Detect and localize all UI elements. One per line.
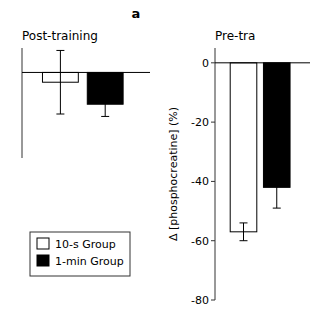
error-cap	[56, 50, 64, 51]
y-tick	[211, 181, 215, 182]
error-bar	[240, 223, 248, 241]
error-cap	[273, 166, 281, 167]
y-tick-label: -20	[191, 116, 209, 129]
y-tick	[211, 300, 215, 301]
legend-swatch	[37, 255, 49, 266]
y-tick-label: 0	[202, 57, 209, 70]
zero-line	[215, 62, 310, 63]
error-bar	[101, 92, 109, 116]
legend: 10-s Group 1-min Group	[30, 232, 130, 276]
error-cap	[240, 240, 248, 241]
y-axis-line	[22, 48, 23, 158]
figure: a Post-training Pre-tra 0 -20 -40 -60 -80 Δ [pho…	[0, 0, 325, 325]
zero-line	[22, 72, 150, 73]
error-cap	[240, 222, 248, 223]
y-tick	[211, 122, 215, 123]
y-axis-line	[215, 48, 216, 300]
legend-frame	[30, 232, 130, 276]
legend-swatch	[37, 238, 49, 249]
error-line	[60, 50, 61, 114]
y-axis-label: Δ [phosphocreatine] (%)	[167, 107, 180, 241]
error-cap	[101, 92, 109, 93]
y-tick-label: -40	[191, 175, 209, 188]
error-bar	[273, 167, 281, 209]
error-cap	[56, 114, 64, 115]
legend-label: 1-min Group	[55, 255, 124, 268]
subplot: Pre-tra 0 -20 -40 -60 -80 Δ [phosphocreatine] …	[167, 29, 310, 307]
plot-area	[22, 50, 150, 116]
error-line	[105, 92, 106, 116]
subplot: Post-training	[22, 29, 150, 158]
y-tick-label: -60	[191, 235, 209, 248]
error-cap	[101, 116, 109, 117]
y-tick	[211, 240, 215, 241]
plot-area	[215, 63, 310, 241]
bar	[230, 63, 257, 232]
subplot-title: Post-training	[22, 29, 98, 43]
subplot-title: Pre-tra	[215, 29, 255, 43]
figure-title: a	[132, 6, 141, 21]
y-tick-label: -80	[191, 294, 209, 307]
error-bar	[56, 50, 64, 114]
legend-label: 10-s Group	[55, 238, 116, 251]
error-line	[276, 167, 277, 209]
error-line	[243, 223, 244, 241]
y-tick	[211, 62, 215, 63]
error-cap	[273, 208, 281, 209]
